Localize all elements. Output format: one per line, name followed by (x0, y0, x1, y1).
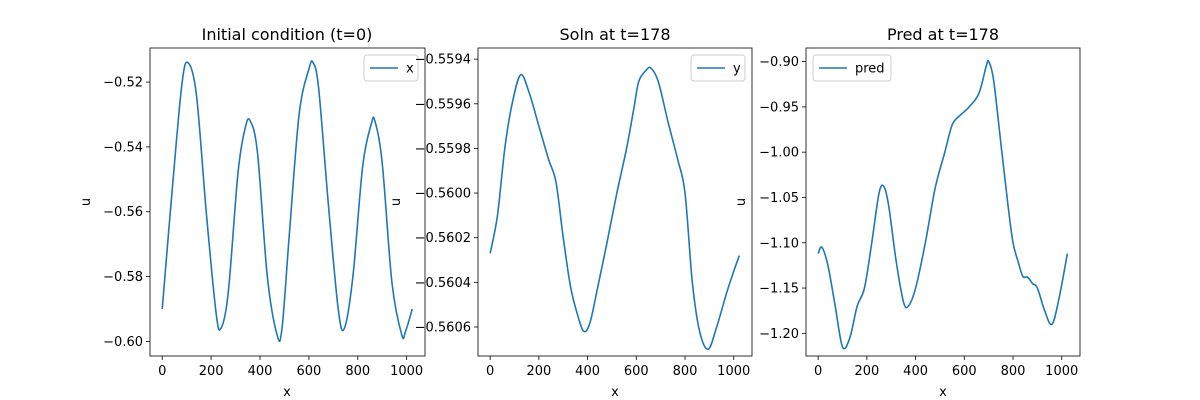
x-tick-label: 1000 (390, 364, 423, 379)
x-tick-label: 200 (526, 364, 551, 379)
x-tick-label: 800 (673, 364, 698, 379)
x-tick-label: 800 (345, 364, 370, 379)
y-tick-label: −0.5596 (415, 97, 471, 112)
x-tick-label: 0 (158, 364, 166, 379)
chart-title: Initial condition (t=0) (202, 25, 373, 44)
chart-title: Soln at t=178 (560, 25, 671, 44)
x-tick-label: 800 (1001, 364, 1026, 379)
chart-panel-solution: Soln at t=178 x u 0 200 400 600 800 1000 −0.56… (389, 25, 753, 400)
x-axis-label: x (283, 385, 291, 400)
series-line-pred (817, 59, 1069, 350)
y-tick-label: −1.20 (759, 327, 799, 342)
x-tick-label: 1000 (717, 364, 750, 379)
y-tick-label: −0.95 (759, 100, 799, 115)
x-axis-label: x (939, 385, 947, 400)
x-tick-label: 600 (296, 364, 321, 379)
series-line-x (161, 60, 414, 343)
y-tick-label: −1.05 (759, 191, 799, 206)
y-tick-label: −0.60 (103, 335, 143, 350)
y-tick-label: −1.15 (759, 282, 799, 297)
axes-frame (149, 47, 426, 357)
legend: x (363, 54, 419, 82)
legend: pred (812, 54, 892, 82)
y-tick-label: −0.5604 (415, 276, 471, 291)
x-tick-label: 200 (854, 364, 879, 379)
legend-label: y (733, 62, 741, 77)
x-tick-label: 400 (248, 364, 273, 379)
y-tick-label: −1.10 (759, 236, 799, 251)
y-axis-label: u (389, 198, 404, 206)
series-line-y (489, 66, 741, 351)
x-axis-label: x (611, 385, 619, 400)
y-axis-label: u (79, 198, 94, 206)
legend: y (690, 54, 746, 82)
x-tick-label: 0 (486, 364, 494, 379)
y-tick-label: −0.5606 (415, 320, 471, 335)
x-tick-label: 1000 (1045, 364, 1078, 379)
x-tick-label: 200 (199, 364, 224, 379)
y-tick-label: −0.5594 (415, 53, 471, 68)
x-tick-label: 600 (952, 364, 977, 379)
chart-panel-prediction: Pred at t=178 x u 0 200 400 600 800 1000 −1.20… (734, 25, 1081, 400)
y-tick-label: −0.52 (103, 76, 143, 91)
chart-panel-initial-condition: Initial condition (t=0) x u 0 200 400 600 80… (79, 25, 426, 400)
y-tick-label: −0.5598 (415, 142, 471, 157)
chart-title: Pred at t=178 (887, 25, 999, 44)
y-tick-label: −0.54 (103, 140, 143, 155)
y-tick-label: −1.00 (759, 146, 799, 161)
axes-frame (805, 47, 1081, 357)
x-tick-label: 400 (903, 364, 928, 379)
x-tick-label: 400 (575, 364, 600, 379)
legend-box (812, 54, 892, 82)
axes-frame (477, 47, 753, 357)
y-tick-label: −0.58 (103, 270, 143, 285)
x-tick-label: 600 (624, 364, 649, 379)
legend-label: x (406, 62, 414, 77)
y-tick-label: −0.5600 (415, 187, 471, 202)
y-tick-label: −0.90 (759, 55, 799, 70)
y-tick-label: −0.5602 (415, 231, 471, 246)
y-tick-label: −0.56 (103, 205, 143, 220)
legend-label: pred (855, 62, 885, 77)
y-axis-label: u (734, 198, 749, 206)
x-tick-label: 0 (814, 364, 822, 379)
